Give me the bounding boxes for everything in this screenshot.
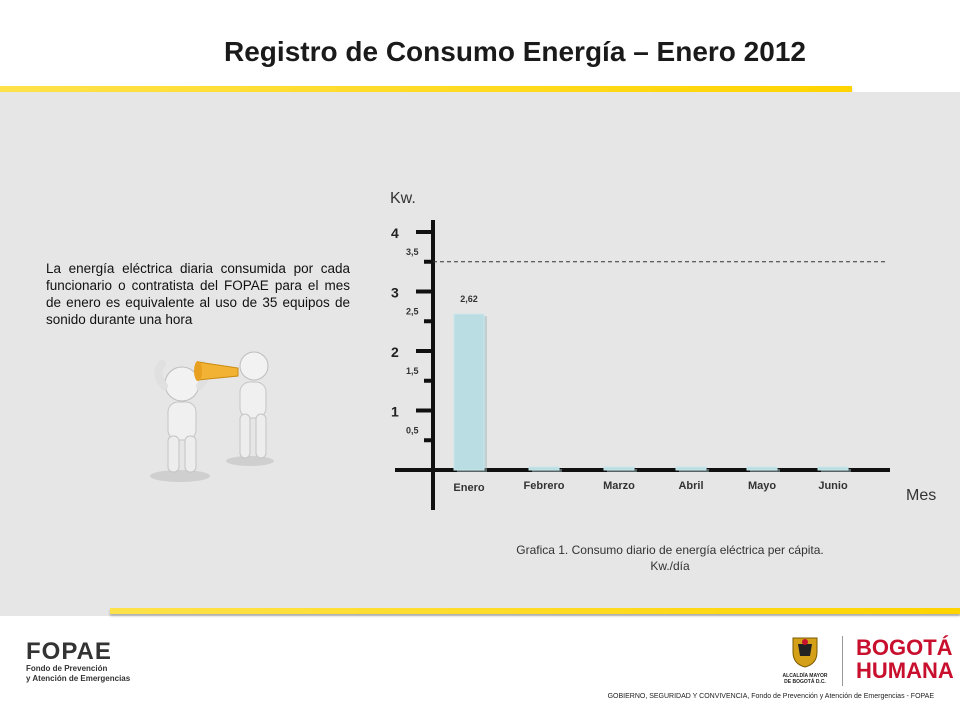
x-tick-label: Junio (818, 480, 848, 492)
fopae-logo-wordmark: FOPAE (26, 638, 112, 665)
bar (528, 466, 560, 471)
alcaldia-logo: ALCALDÍA MAYOR DE BOGOTÁ D.C. (780, 636, 830, 685)
bottom-accent-stripe (110, 608, 960, 614)
top-accent-stripe (0, 86, 852, 92)
bar (817, 466, 849, 471)
logo-divider (842, 636, 843, 686)
y-major-tick-label: 2 (391, 344, 399, 360)
fopae-logo: FOPAE Fondo de Prevención y Atención de … (26, 640, 130, 684)
people-illustration (150, 351, 274, 482)
chart-caption-line2: Kw./día (650, 559, 690, 573)
description-text: La energía eléctrica diaria consumida po… (46, 261, 350, 327)
x-tick-label: Mayo (748, 480, 776, 492)
bogota-logo-line1: BOGOTÁ (856, 635, 953, 660)
x-tick-label: Marzo (603, 480, 635, 492)
y-major-tick-label: 4 (391, 225, 399, 241)
y-minor-tick-label: 3,5 (406, 247, 419, 257)
fopae-logo-line1: Fondo de Prevención (26, 664, 108, 673)
bar-data-label: 2,62 (460, 294, 478, 304)
y-major-tick-label: 1 (391, 404, 399, 420)
x-tick-label: Febrero (524, 480, 565, 492)
alcaldia-line1: ALCALDÍA MAYOR (782, 673, 828, 679)
bar (603, 466, 635, 471)
x-axis-label: Mes (906, 487, 936, 504)
bar (453, 313, 485, 471)
y-major-tick-label: 3 (391, 285, 399, 301)
y-axis-label: Kw. (390, 190, 416, 207)
x-tick-label: Abril (678, 480, 703, 492)
coat-of-arms-icon (792, 637, 818, 668)
x-tick-label: Enero (453, 482, 484, 494)
bogota-humana-logo: BOGOTÁ HUMANA (856, 636, 954, 682)
alcaldia-line2: DE BOGOTÁ D.C. (784, 679, 826, 685)
y-minor-tick-label: 2,5 (406, 306, 419, 316)
fopae-logo-line2: y Atención de Emergencias (26, 674, 131, 683)
bar (746, 466, 778, 471)
y-minor-tick-label: 0,5 (406, 425, 419, 435)
bogota-logo-line2: HUMANA (856, 658, 954, 683)
y-minor-tick-label: 1,5 (406, 366, 419, 376)
footer-credit: GOBIERNO, SEGURIDAD Y CONVIVENCIA, Fondo… (607, 693, 934, 700)
page-title: Registro de Consumo Energía – Enero 2012 (224, 36, 806, 67)
chart-caption: Grafica 1. Consumo diario de energía elé… (470, 542, 870, 574)
bar (675, 466, 707, 471)
chart-caption-line1: Grafica 1. Consumo diario de energía elé… (516, 543, 824, 557)
